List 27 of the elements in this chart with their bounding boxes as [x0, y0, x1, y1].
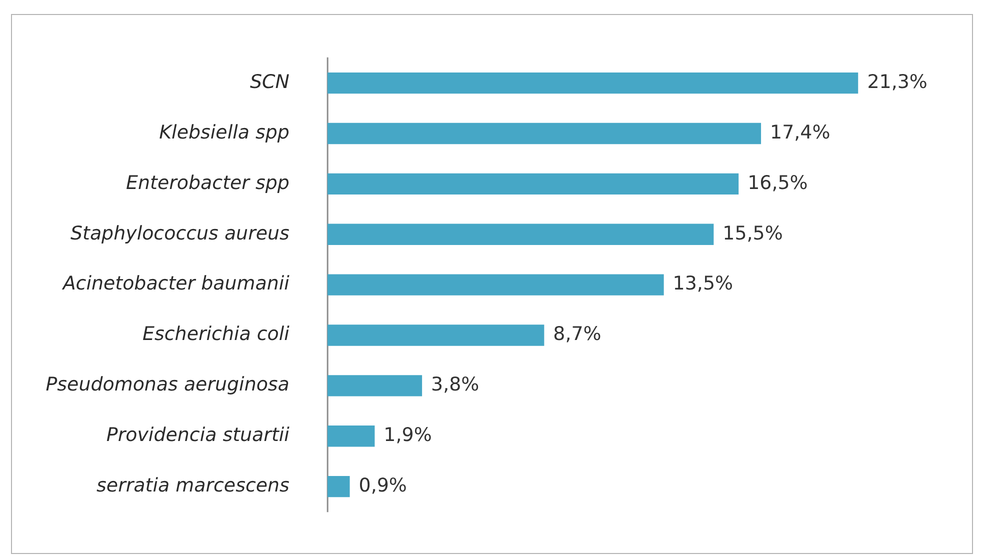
y-tick-label: SCN: [250, 70, 290, 93]
data-label: 21,3%: [867, 70, 928, 93]
y-tick-label: Klebsiella spp: [159, 121, 290, 144]
data-label: 1,9%: [384, 424, 432, 446]
bar: [327, 122, 762, 144]
y-tick-label: Escherichia coli: [142, 323, 290, 346]
data-label: 15,5%: [722, 222, 783, 244]
bar: [327, 375, 422, 396]
y-tick-label: Acinetobacter baumanii: [60, 272, 290, 295]
data-label: 17,4%: [770, 121, 830, 144]
data-label: 16,5%: [748, 172, 808, 194]
bar: [327, 173, 739, 195]
bar: [327, 224, 714, 245]
y-tick-label: Providencia stuartii: [106, 424, 290, 446]
bar: [327, 324, 544, 346]
data-label: 13,5%: [672, 272, 734, 295]
bar: [327, 476, 350, 498]
y-tick-label: Enterobacter spp: [126, 172, 290, 194]
bar: [327, 72, 858, 94]
data-label: 0,9%: [358, 474, 407, 496]
data-label: 3,8%: [431, 374, 480, 396]
y-tick-label: Staphylococcus aureus: [70, 222, 290, 244]
y-tick-label: Pseudomonas aeruginosa: [46, 374, 290, 396]
data-label: 8,7%: [553, 323, 602, 346]
bar: [327, 426, 375, 447]
bar: [327, 274, 664, 296]
y-tick-label: serratia marcescens: [96, 474, 290, 496]
